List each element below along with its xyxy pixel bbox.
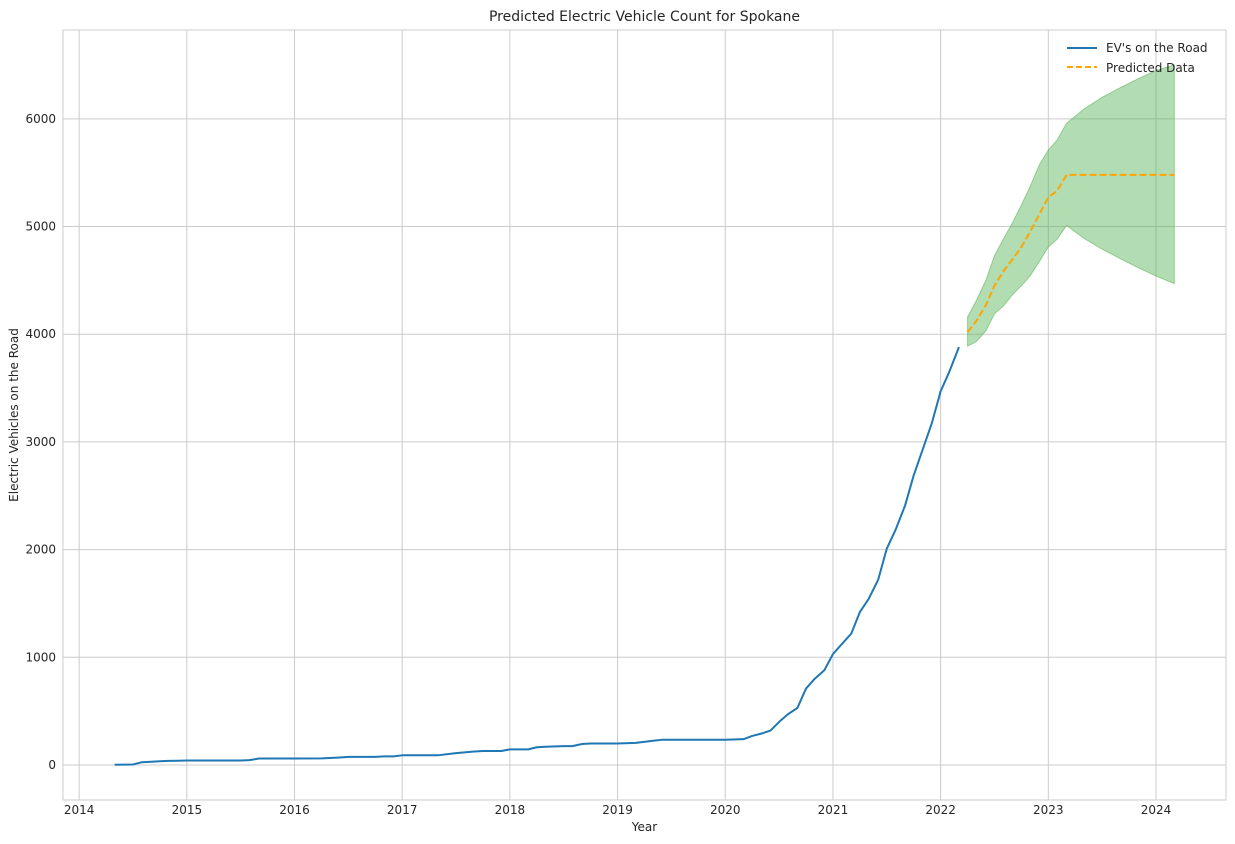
x-tick-label: 2017: [387, 803, 418, 817]
confidence-band: [967, 64, 1175, 347]
x-tick-label: 2024: [1141, 803, 1172, 817]
x-tick-labels: 2014 2015 2016 2017 2018 2019 2020 2021 2022 2023…: [64, 803, 1171, 817]
y-tick-label: 4000: [25, 327, 56, 341]
y-tick-label: 6000: [25, 112, 56, 126]
x-tick-label: 2014: [64, 803, 95, 817]
series-line-evs-on-road: [114, 346, 960, 766]
legend: EV's on the Road Predicted Data: [1067, 41, 1208, 75]
x-tick-label: 2020: [710, 803, 741, 817]
y-tick-labels: 0 1000 2000 3000 4000 5000 6000: [25, 112, 56, 772]
x-tick-label: 2015: [172, 803, 203, 817]
y-tick-label: 5000: [25, 220, 56, 234]
y-tick-label: 1000: [25, 650, 56, 664]
y-tick-label: 0: [48, 758, 56, 772]
x-tick-label: 2016: [279, 803, 310, 817]
plot-frame: [62, 29, 1227, 801]
legend-label-evs-on-road: EV's on the Road: [1106, 41, 1208, 55]
confidence-band-layer: [967, 64, 1175, 347]
x-tick-label: 2019: [602, 803, 633, 817]
grid-lines: [63, 30, 1226, 800]
x-tick-label: 2018: [495, 803, 526, 817]
y-axis-title: Electric Vehicles on the Road: [7, 328, 21, 502]
chart-title: Predicted Electric Vehicle Count for Spo…: [489, 9, 800, 25]
series-line-predicted-data: [966, 173, 1175, 333]
x-tick-label: 2022: [925, 803, 956, 817]
y-tick-label: 2000: [25, 543, 56, 557]
x-tick-label: 2023: [1033, 803, 1064, 817]
x-tick-label: 2021: [818, 803, 849, 817]
y-tick-label: 3000: [25, 435, 56, 449]
series-layer: [114, 173, 1175, 766]
legend-label-predicted-data: Predicted Data: [1106, 61, 1195, 75]
plot-area: [63, 30, 1226, 800]
x-axis-title: Year: [631, 820, 657, 834]
